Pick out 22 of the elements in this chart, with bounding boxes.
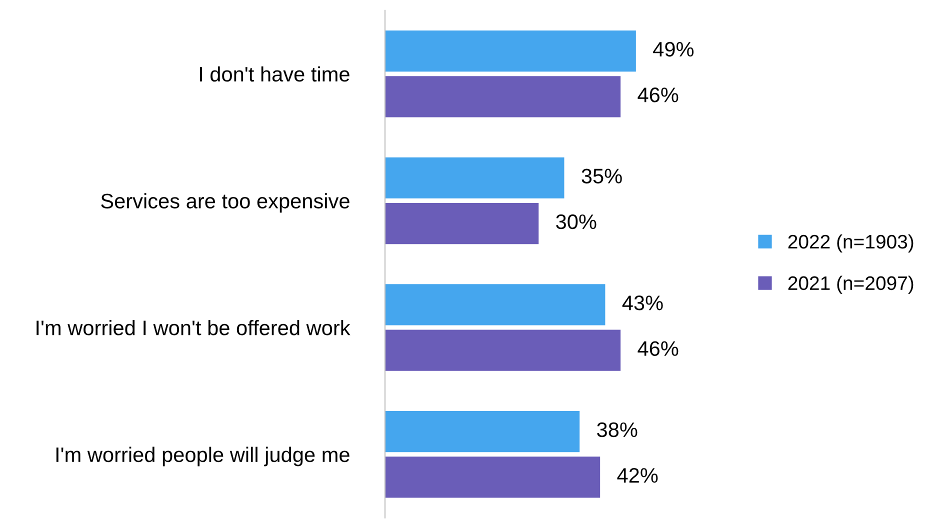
data-label: 30%: [556, 214, 596, 230]
bar: [385, 284, 606, 326]
data-label: 46%: [638, 88, 678, 102]
data-label: 38%: [597, 422, 638, 438]
legend-label: 2021 (n=2097): [788, 276, 914, 294]
data-label: 35%: [582, 168, 622, 184]
bar: [385, 410, 580, 452]
legend-label: 2022 (n=1903): [788, 234, 914, 252]
bar: [385, 30, 636, 72]
data-label: 46%: [638, 341, 678, 356]
y-tick-label: I'm worried I won't be offered work: [36, 320, 350, 336]
y-tick-label: Services are too expensive: [101, 193, 350, 213]
bar: [385, 456, 600, 498]
data-label: 49%: [653, 42, 694, 57]
y-tick-label: I don't have time: [200, 66, 350, 82]
bar: [385, 76, 621, 118]
y-tick-label: I'm worried people will judge me: [56, 446, 350, 466]
bar: [385, 157, 564, 198]
data-label: 42%: [617, 468, 658, 483]
bar: [385, 202, 539, 244]
bar: [385, 330, 621, 371]
data-label: 43%: [622, 296, 663, 310]
